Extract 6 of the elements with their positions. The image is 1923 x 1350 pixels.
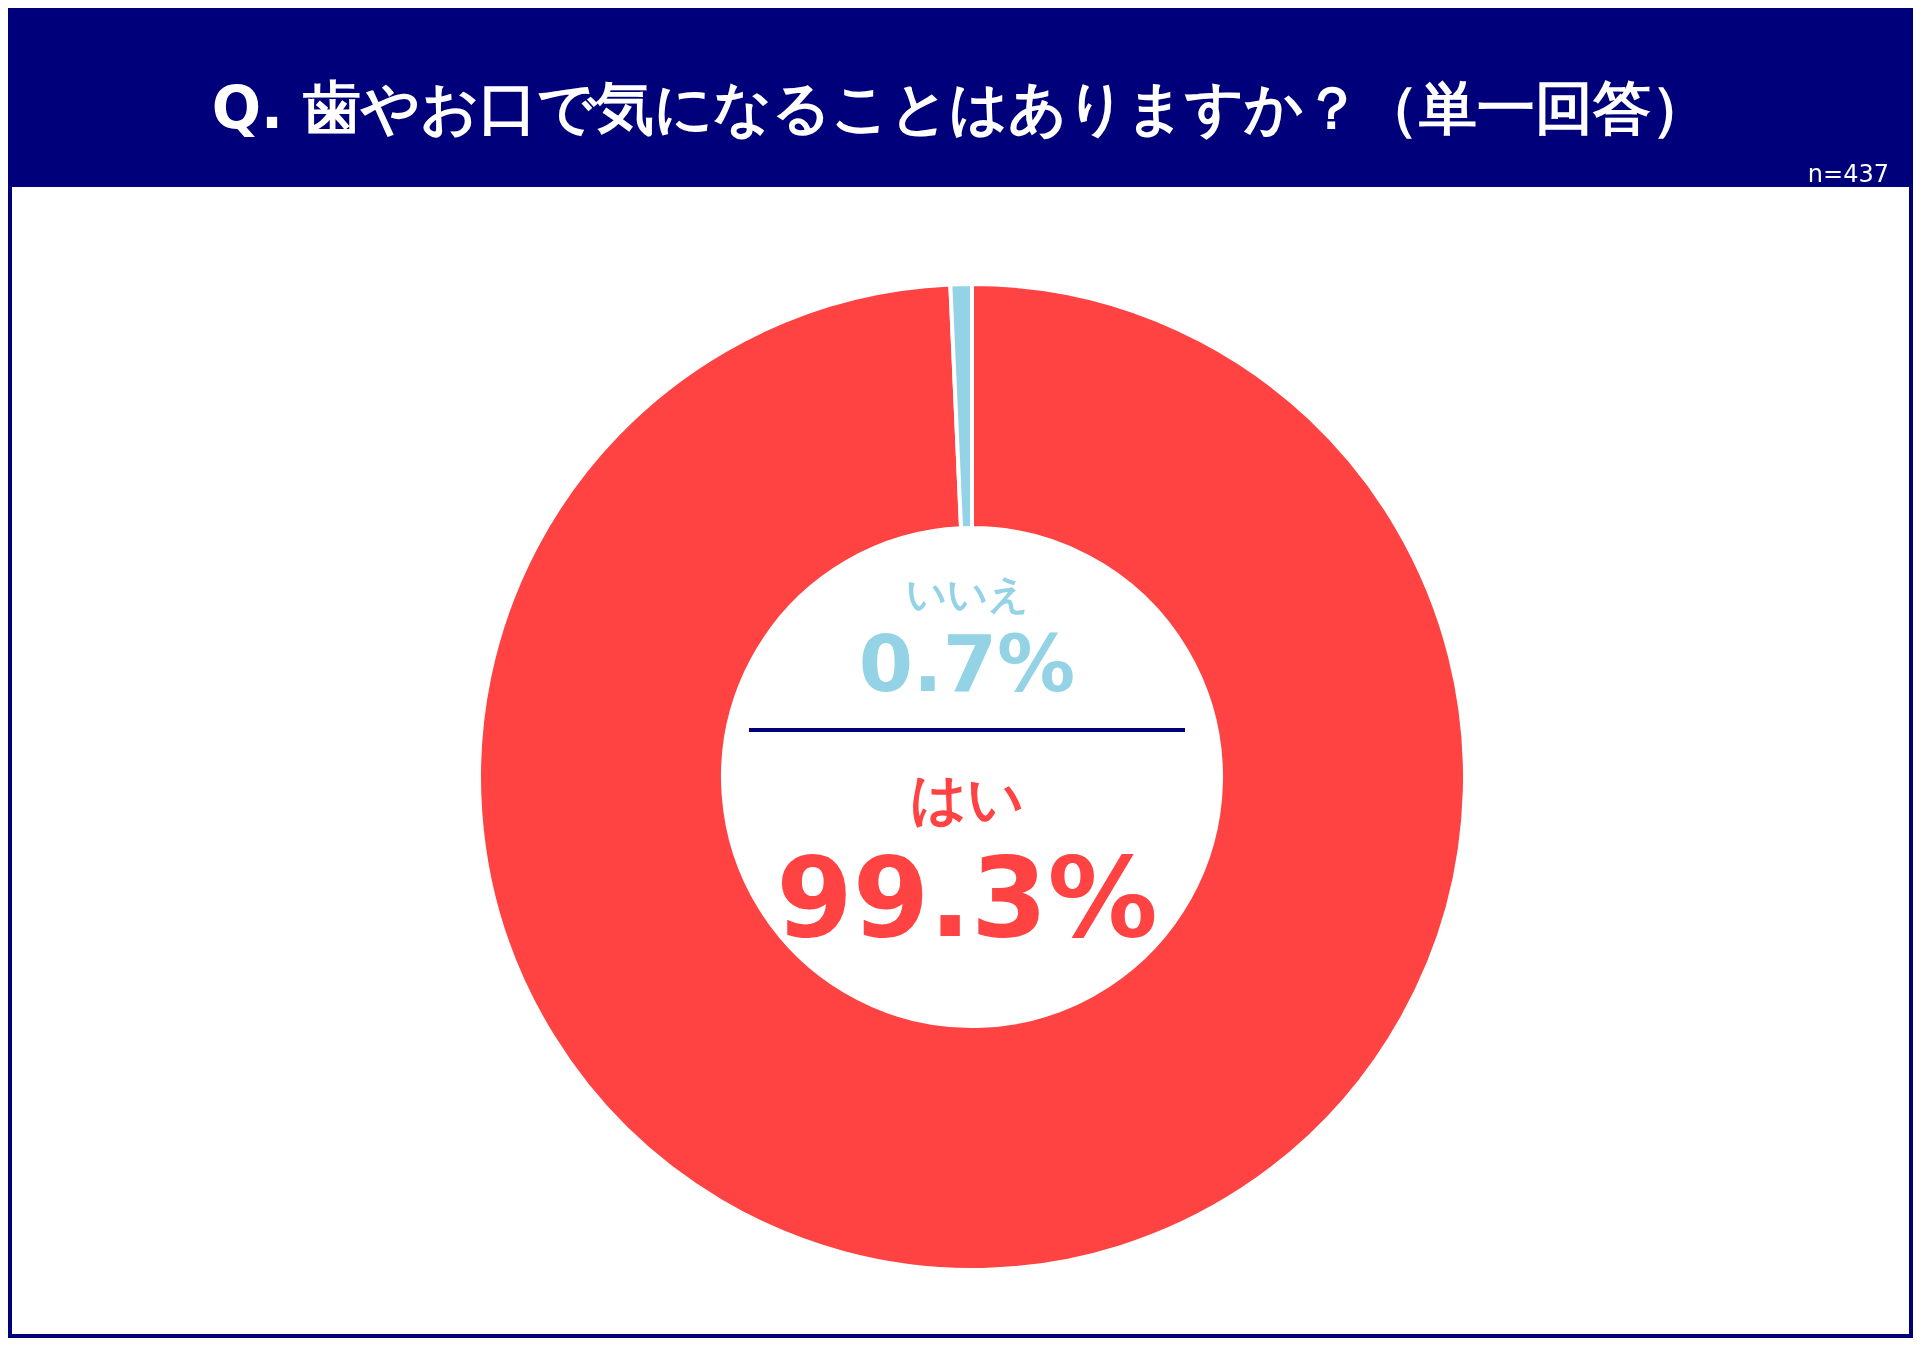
chart-title: Q. 歯やお口で気になることはありますか？（単一回答） (210, 73, 1711, 144)
data-label: 0.7% (857, 619, 1077, 709)
data-label: 99.3% (775, 834, 1159, 962)
text: n=437 (1807, 160, 1889, 188)
slice-label: いいえ (905, 571, 1029, 617)
slice-label: はい (910, 766, 1024, 831)
